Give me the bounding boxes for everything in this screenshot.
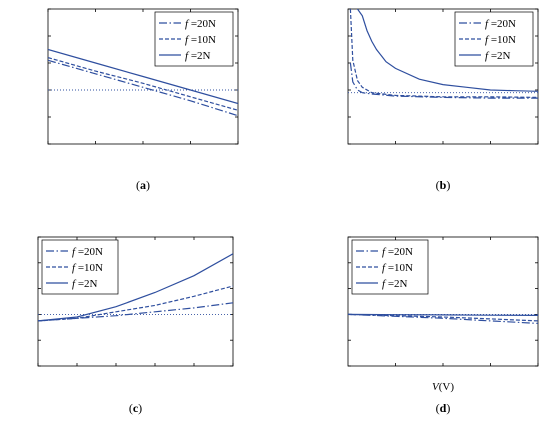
legend-value: =20N <box>75 246 103 258</box>
legend-entry: f =10N <box>72 262 103 274</box>
caption-letter: c <box>133 401 139 415</box>
caption-letter: a <box>140 178 146 192</box>
legend-value: =2N <box>75 278 97 290</box>
series-line-solid <box>38 253 233 322</box>
caption-paren: ) <box>446 401 450 415</box>
caption-letter: d <box>440 401 447 415</box>
series-line-dashdot <box>48 59 238 117</box>
legend-entry: f =2N <box>485 50 511 62</box>
legend-entry: f =10N <box>185 34 216 46</box>
legend-symbol: f <box>382 262 387 274</box>
caption-paren: ( <box>436 401 440 415</box>
series-line-solid <box>48 48 238 105</box>
legend-symbol: f <box>485 50 490 62</box>
series-line-dashed <box>38 285 233 322</box>
legend-value: =10N <box>75 262 103 274</box>
legend-value: =2N <box>488 50 510 62</box>
legend-entry: f =2N <box>185 50 211 62</box>
legend-entry: f =2N <box>72 278 98 290</box>
legend-entry: f =10N <box>485 34 516 46</box>
legend-value: =10N <box>188 34 216 46</box>
legend-entry: f =10N <box>382 262 413 274</box>
legend-entry: f =20N <box>185 18 216 30</box>
caption-paren: ) <box>146 178 150 192</box>
x-axis-label-symbol: V <box>432 381 440 393</box>
series-line-solid <box>348 313 538 316</box>
legend-entry: f =2N <box>382 278 408 290</box>
legend-symbol: f <box>185 34 190 46</box>
plot-frame <box>37 236 234 367</box>
caption-paren: ) <box>446 178 450 192</box>
legend-value: =2N <box>385 278 407 290</box>
legend-symbol: f <box>185 50 190 62</box>
series-line-dashed <box>348 313 538 322</box>
series-line-solid <box>357 9 538 92</box>
caption-paren: ( <box>129 401 133 415</box>
legend-entry: f =20N <box>72 246 103 258</box>
legend-symbol: f <box>485 34 490 46</box>
series-line-dashed <box>48 57 238 111</box>
panel-caption: (a) <box>136 178 150 192</box>
legend-value: =20N <box>385 246 413 258</box>
panel-caption: (b) <box>436 178 451 192</box>
series-line-dashdot <box>349 62 538 99</box>
legend-symbol: f <box>185 18 190 30</box>
legend-value: =10N <box>488 34 516 46</box>
series-line-dashed <box>349 9 538 98</box>
legend-symbol: f <box>382 246 387 258</box>
caption-paren: ( <box>436 178 440 192</box>
legend-symbol: f <box>72 262 77 274</box>
caption-letter: b <box>440 178 447 192</box>
legend-value: =2N <box>188 50 210 62</box>
legend-entry: f =20N <box>382 246 413 258</box>
legend-symbol: f <box>72 278 77 290</box>
legend-value: =20N <box>488 18 516 30</box>
legend-symbol: f <box>382 278 387 290</box>
x-axis-label: V(V) <box>432 381 454 393</box>
legend-value: =20N <box>188 18 216 30</box>
legend-symbol: f <box>485 18 490 30</box>
legend-entry: f =20N <box>485 18 516 30</box>
panel-caption: (c) <box>129 401 142 415</box>
x-axis-label-unit: (V) <box>439 381 455 393</box>
caption-paren: ( <box>136 178 140 192</box>
legend-symbol: f <box>72 246 77 258</box>
caption-paren: ) <box>138 401 142 415</box>
legend-value: =10N <box>385 262 413 274</box>
panel-caption: (d) <box>436 401 451 415</box>
